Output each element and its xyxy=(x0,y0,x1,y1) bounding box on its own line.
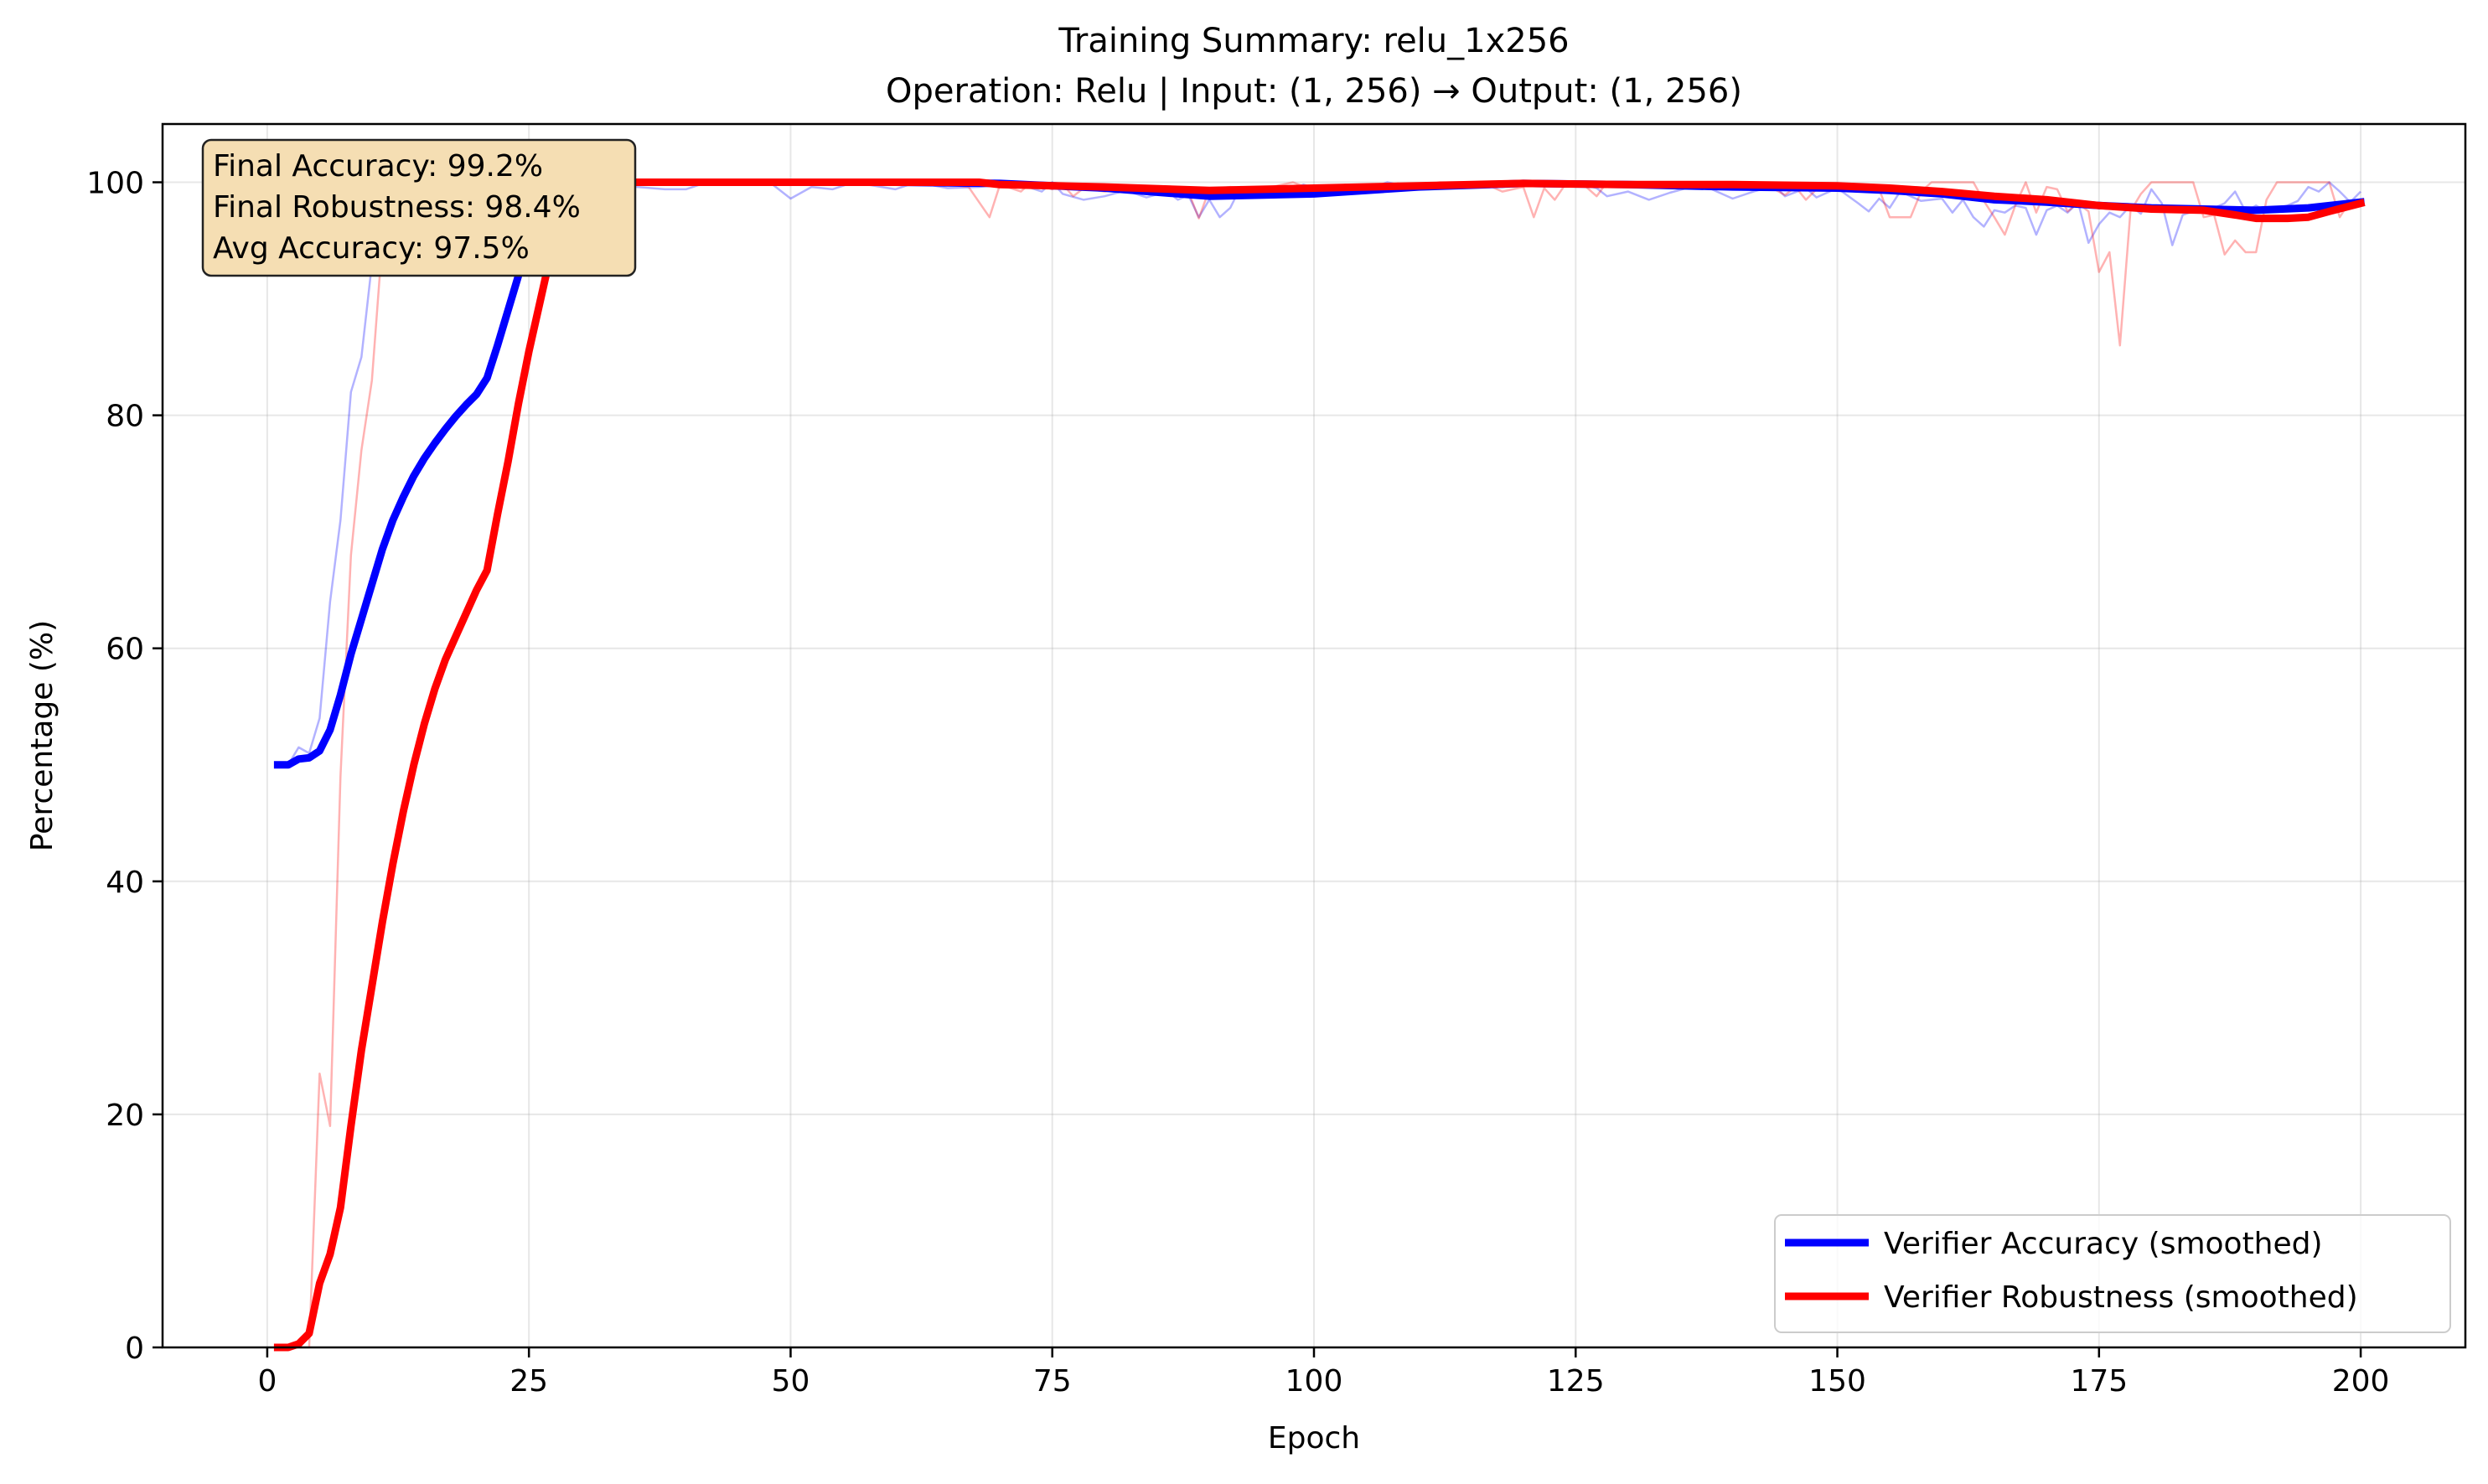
chart-subtitle: Operation: Relu | Input: (1, 256) → Outp… xyxy=(886,72,1742,111)
x-tick-label: 0 xyxy=(257,1364,277,1399)
x-tick-label: 200 xyxy=(2332,1364,2390,1399)
legend: Verifier Accuracy (smoothed) Verifier Ro… xyxy=(1774,1214,2451,1333)
stat-final-accuracy: Final Accuracy: 99.2% xyxy=(213,149,543,184)
x-tick-label: 100 xyxy=(1285,1364,1343,1399)
y-tick-label: 40 xyxy=(106,866,144,900)
stats-box: Final Accuracy: 99.2% Final Robustness: … xyxy=(201,138,637,277)
stat-avg-accuracy: Avg Accuracy: 97.5% xyxy=(213,231,530,266)
x-tick-label: 125 xyxy=(1547,1364,1605,1399)
axis-ticks: 0 25 50 75 100 125 150 175 200 0 20 40 60 80 100 xyxy=(86,167,2389,1399)
x-axis-label: Epoch xyxy=(1268,1421,1360,1456)
y-tick-label: 20 xyxy=(106,1099,144,1133)
legend-frame xyxy=(1774,1214,2451,1333)
legend-label-robustness: Verifier Robustness (smoothed) xyxy=(1884,1280,2358,1315)
x-tick-label: 75 xyxy=(1033,1364,1072,1399)
series-line-verifier-accuracy-raw xyxy=(277,181,2361,767)
y-tick-label: 0 xyxy=(125,1331,144,1366)
y-tick-label: 80 xyxy=(106,400,144,434)
y-tick-label: 60 xyxy=(106,633,144,667)
x-tick-label: 50 xyxy=(772,1364,810,1399)
legend-label-accuracy: Verifier Accuracy (smoothed) xyxy=(1884,1227,2323,1261)
chart-title: Training Summary: relu_1x256 xyxy=(1058,22,1569,60)
stat-final-robustness: Final Robustness: 98.4% xyxy=(213,190,581,225)
x-tick-label: 175 xyxy=(2070,1364,2128,1399)
x-tick-label: 25 xyxy=(509,1364,548,1399)
y-axis-label: Percentage (%) xyxy=(25,620,59,851)
x-tick-label: 150 xyxy=(1808,1364,1866,1399)
y-tick-label: 100 xyxy=(86,167,144,201)
stats-box-background xyxy=(201,138,637,277)
